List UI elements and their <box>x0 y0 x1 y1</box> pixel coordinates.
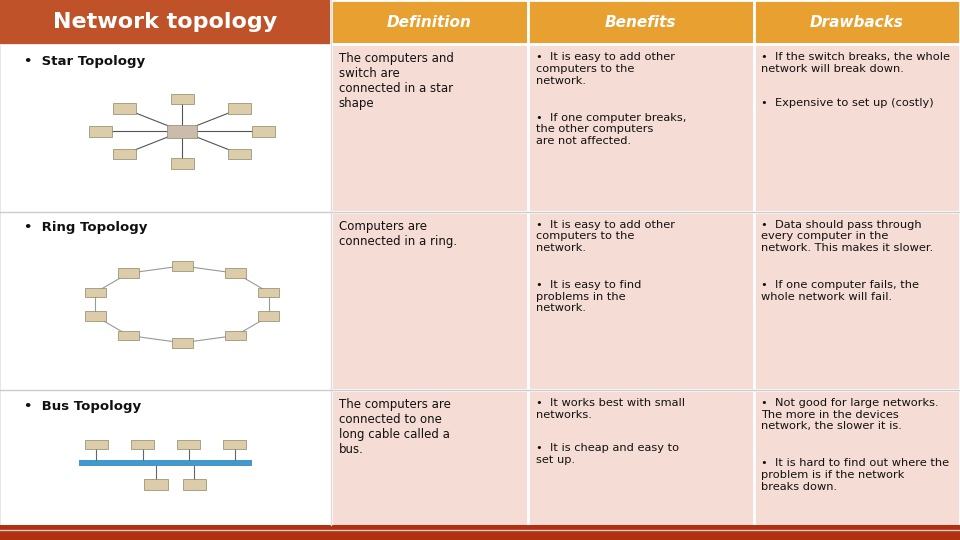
Bar <box>331 390 528 530</box>
FancyBboxPatch shape <box>177 440 200 449</box>
Bar <box>754 0 960 44</box>
Bar <box>0 390 331 530</box>
FancyBboxPatch shape <box>172 338 193 348</box>
Text: •  It is easy to find
problems in the
network.: • It is easy to find problems in the net… <box>536 280 641 313</box>
FancyBboxPatch shape <box>167 125 197 138</box>
Text: Network topology: Network topology <box>54 12 277 32</box>
Text: •  If one computer breaks,
the other computers
are not affected.: • If one computer breaks, the other comp… <box>536 113 686 146</box>
Bar <box>754 212 960 390</box>
Text: •  It is easy to add other
computers to the
network.: • It is easy to add other computers to t… <box>536 220 675 253</box>
Bar <box>528 212 754 390</box>
Text: •  Expensive to set up (costly): • Expensive to set up (costly) <box>761 98 934 108</box>
FancyBboxPatch shape <box>118 268 139 278</box>
Bar <box>331 44 528 212</box>
FancyBboxPatch shape <box>144 479 167 490</box>
Text: •  Bus Topology: • Bus Topology <box>24 400 141 413</box>
FancyBboxPatch shape <box>182 479 205 490</box>
FancyBboxPatch shape <box>226 330 247 340</box>
FancyBboxPatch shape <box>171 158 194 168</box>
FancyBboxPatch shape <box>223 440 246 449</box>
Bar <box>0 525 960 540</box>
FancyBboxPatch shape <box>172 261 193 271</box>
FancyBboxPatch shape <box>258 288 279 297</box>
FancyBboxPatch shape <box>84 440 108 449</box>
FancyBboxPatch shape <box>171 94 194 104</box>
Text: The computers and
switch are
connected in a star
shape: The computers and switch are connected i… <box>339 52 454 110</box>
Bar <box>0 212 331 390</box>
Text: Benefits: Benefits <box>605 15 677 30</box>
Text: •  It is hard to find out where the
problem is if the network
breaks down.: • It is hard to find out where the probl… <box>761 458 949 491</box>
FancyBboxPatch shape <box>228 149 252 159</box>
FancyBboxPatch shape <box>89 126 112 137</box>
Text: Computers are
connected in a ring.: Computers are connected in a ring. <box>339 220 457 248</box>
Text: •  If one computer fails, the
whole network will fail.: • If one computer fails, the whole netwo… <box>761 280 920 302</box>
FancyBboxPatch shape <box>226 268 247 278</box>
Text: Definition: Definition <box>387 15 472 30</box>
Text: •  Star Topology: • Star Topology <box>24 55 145 68</box>
Text: •  Data should pass through
every computer in the
network. This makes it slower.: • Data should pass through every compute… <box>761 220 933 253</box>
FancyBboxPatch shape <box>228 104 252 114</box>
Bar <box>754 390 960 530</box>
Text: •  If the switch breaks, the whole
network will break down.: • If the switch breaks, the whole networ… <box>761 52 950 74</box>
Text: Drawbacks: Drawbacks <box>810 15 903 30</box>
Bar <box>79 460 252 466</box>
Text: •  It works best with small
networks.: • It works best with small networks. <box>536 398 684 420</box>
Text: •  It is easy to add other
computers to the
network.: • It is easy to add other computers to t… <box>536 52 675 85</box>
Bar <box>754 44 960 212</box>
Bar <box>0 0 331 525</box>
Bar <box>331 0 528 44</box>
FancyBboxPatch shape <box>252 126 276 137</box>
FancyBboxPatch shape <box>113 104 136 114</box>
Text: The computers are
connected to one
long cable called a
bus.: The computers are connected to one long … <box>339 398 451 456</box>
FancyBboxPatch shape <box>131 440 154 449</box>
Bar <box>528 390 754 530</box>
Text: •  Ring Topology: • Ring Topology <box>24 221 148 234</box>
FancyBboxPatch shape <box>258 312 279 321</box>
FancyBboxPatch shape <box>113 149 136 159</box>
FancyBboxPatch shape <box>118 330 139 340</box>
Bar <box>331 212 528 390</box>
Text: •  It is cheap and easy to
set up.: • It is cheap and easy to set up. <box>536 443 679 465</box>
Text: •  Not good for large networks.
The more in the devices
network, the slower it i: • Not good for large networks. The more … <box>761 398 939 431</box>
Bar <box>0 44 331 212</box>
Bar <box>0 0 331 44</box>
Bar <box>528 0 754 44</box>
Bar <box>528 44 754 212</box>
FancyBboxPatch shape <box>84 312 106 321</box>
FancyBboxPatch shape <box>84 288 106 297</box>
